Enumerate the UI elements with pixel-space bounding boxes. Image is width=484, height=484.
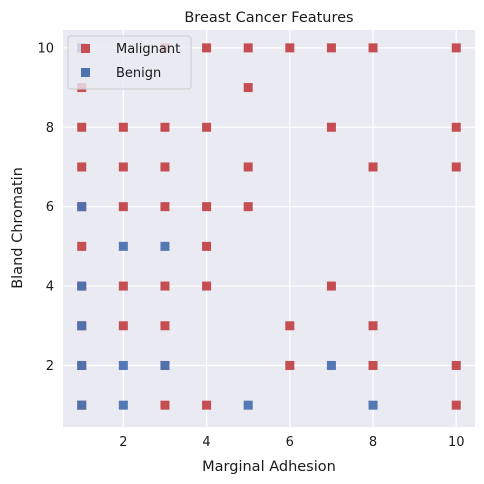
benign-point bbox=[243, 400, 253, 410]
benign-point bbox=[77, 321, 87, 331]
legend-box bbox=[67, 35, 192, 90]
malignant-point bbox=[202, 43, 212, 53]
malignant-point bbox=[285, 321, 295, 331]
malignant-point bbox=[77, 122, 87, 132]
benign-point bbox=[326, 360, 336, 370]
legend-malignant-marker bbox=[81, 44, 90, 53]
malignant-point bbox=[243, 202, 253, 212]
x-axis-label: Marginal Adhesion bbox=[202, 459, 336, 475]
malignant-point bbox=[285, 360, 295, 370]
legend-benign-marker bbox=[81, 68, 90, 77]
malignant-point bbox=[451, 43, 461, 53]
malignant-point bbox=[77, 241, 87, 251]
malignant-point bbox=[326, 43, 336, 53]
benign-point bbox=[77, 202, 87, 212]
malignant-point bbox=[202, 281, 212, 291]
y-tick-label: 10 bbox=[37, 41, 54, 56]
benign-point bbox=[118, 241, 128, 251]
malignant-point bbox=[368, 43, 378, 53]
x-tick-label: 4 bbox=[202, 435, 210, 450]
benign-point bbox=[368, 400, 378, 410]
malignant-point bbox=[451, 400, 461, 410]
chart-title: Breast Cancer Features bbox=[184, 10, 353, 26]
x-tick-label: 2 bbox=[119, 435, 127, 450]
y-tick-label: 6 bbox=[46, 200, 54, 215]
malignant-point bbox=[118, 281, 128, 291]
grid-lines bbox=[63, 30, 475, 427]
malignant-point bbox=[243, 162, 253, 172]
malignant-point bbox=[368, 321, 378, 331]
legend-malignant-label: Malignant bbox=[116, 42, 180, 57]
malignant-point bbox=[77, 162, 87, 172]
benign-point bbox=[160, 360, 170, 370]
y-tick-label: 2 bbox=[46, 359, 54, 374]
malignant-point bbox=[118, 162, 128, 172]
x-tick-label: 8 bbox=[369, 435, 377, 450]
benign-point bbox=[160, 241, 170, 251]
legend-benign-label: Benign bbox=[116, 66, 161, 81]
malignant-point bbox=[202, 241, 212, 251]
benign-point bbox=[118, 400, 128, 410]
plot-background bbox=[63, 30, 475, 427]
malignant-point bbox=[202, 202, 212, 212]
benign-point bbox=[77, 400, 87, 410]
malignant-point bbox=[160, 281, 170, 291]
malignant-point bbox=[451, 122, 461, 132]
malignant-point bbox=[202, 122, 212, 132]
malignant-point bbox=[285, 43, 295, 53]
malignant-point bbox=[243, 43, 253, 53]
malignant-point bbox=[160, 162, 170, 172]
malignant-point bbox=[368, 360, 378, 370]
malignant-point bbox=[326, 281, 336, 291]
malignant-point bbox=[160, 122, 170, 132]
malignant-point bbox=[118, 122, 128, 132]
benign-point bbox=[77, 281, 87, 291]
x-tick-label: 6 bbox=[286, 435, 294, 450]
benign-point bbox=[77, 360, 87, 370]
x-tick-label: 10 bbox=[448, 435, 465, 450]
y-tick-label: 8 bbox=[46, 121, 54, 136]
malignant-point bbox=[368, 162, 378, 172]
malignant-point bbox=[202, 400, 212, 410]
y-tick-label: 4 bbox=[46, 280, 54, 295]
malignant-point bbox=[160, 321, 170, 331]
malignant-point bbox=[451, 162, 461, 172]
benign-point bbox=[118, 360, 128, 370]
malignant-point bbox=[160, 400, 170, 410]
malignant-point bbox=[326, 122, 336, 132]
malignant-point bbox=[118, 202, 128, 212]
malignant-point bbox=[118, 321, 128, 331]
x-tick-labels: 2 4 6 8 10 bbox=[119, 435, 464, 450]
legend: Malignant Benign bbox=[67, 35, 192, 90]
malignant-point bbox=[243, 83, 253, 93]
malignant-point bbox=[451, 360, 461, 370]
y-axis-label: Bland Chromatin bbox=[10, 167, 26, 289]
malignant-point bbox=[160, 202, 170, 212]
y-tick-labels: 2 4 6 8 10 bbox=[37, 41, 54, 374]
